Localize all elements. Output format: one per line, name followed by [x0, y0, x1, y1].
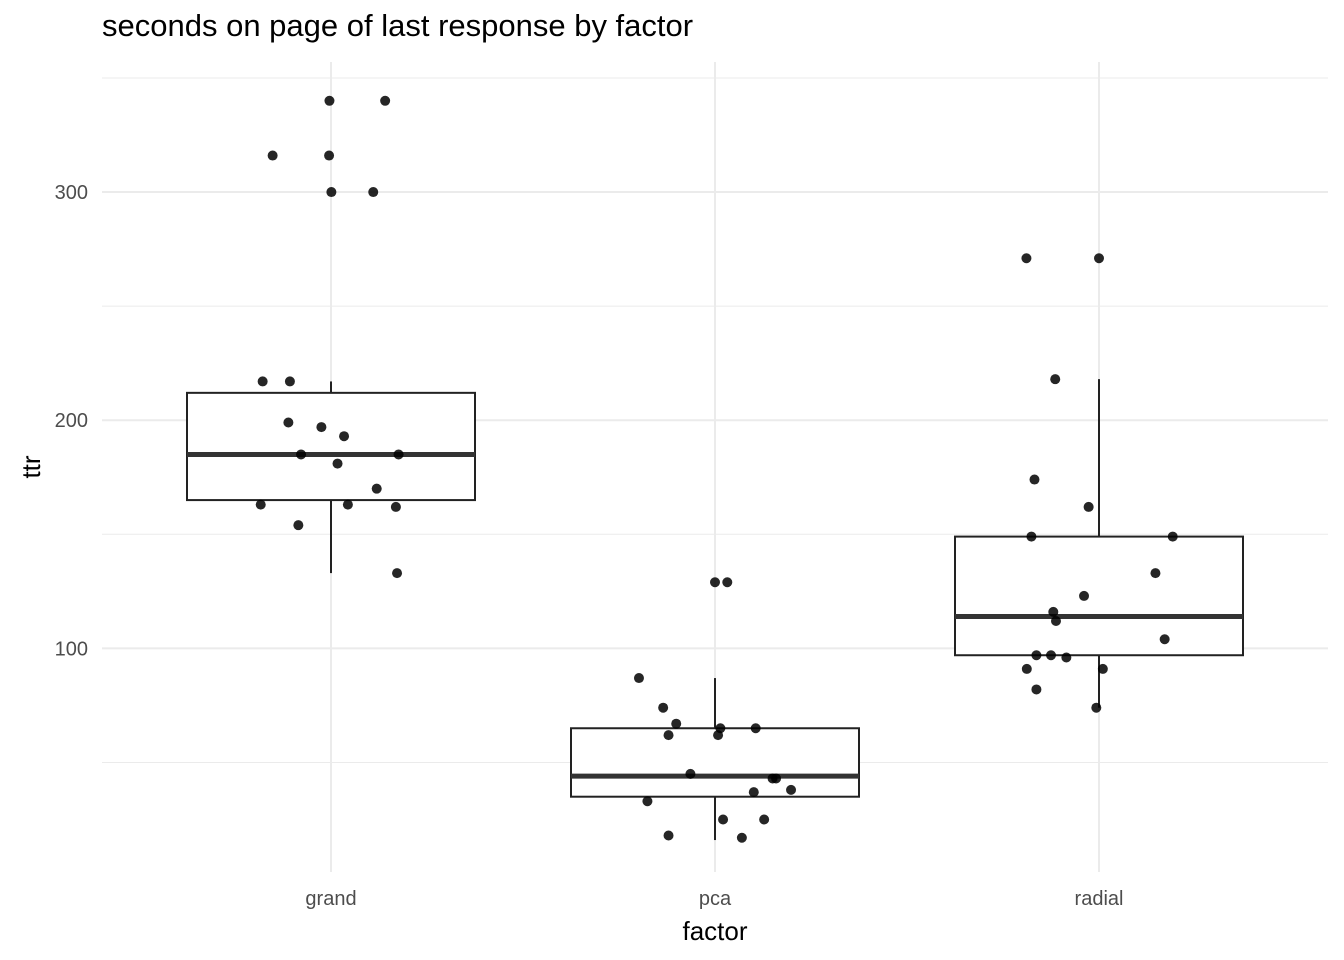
y-tick-label: 100 — [55, 638, 88, 660]
data-point — [1167, 531, 1178, 542]
data-point — [326, 187, 337, 198]
data-point — [1061, 652, 1072, 663]
data-point — [671, 718, 682, 729]
data-point — [658, 702, 669, 713]
box-pca — [570, 727, 860, 798]
data-point — [642, 796, 653, 807]
data-point — [1091, 702, 1102, 713]
x-tick-label: grand — [305, 888, 356, 910]
data-point — [371, 483, 382, 494]
data-point — [267, 150, 278, 161]
data-point — [771, 773, 782, 784]
data-point — [1050, 374, 1061, 385]
data-point — [1029, 474, 1040, 485]
x-axis-title: factor — [682, 916, 747, 946]
data-point — [663, 830, 674, 841]
data-point — [748, 787, 759, 798]
data-point — [750, 723, 761, 734]
x-tick-label: pca — [699, 888, 732, 910]
data-point — [722, 577, 733, 588]
data-point — [663, 730, 674, 741]
x-tick-label: radial — [1075, 888, 1124, 910]
data-point — [1048, 606, 1059, 617]
chart-title: seconds on page of last response by fact… — [102, 8, 694, 43]
data-point — [332, 458, 343, 469]
data-point — [1083, 501, 1094, 512]
data-point — [1031, 684, 1042, 695]
box-grand — [186, 391, 476, 502]
data-point — [736, 832, 747, 843]
data-point — [390, 501, 401, 512]
data-point — [1050, 616, 1061, 627]
data-point — [255, 499, 266, 510]
data-point — [1021, 663, 1032, 674]
data-point — [1150, 568, 1161, 579]
data-point — [1026, 531, 1037, 542]
data-point — [1079, 590, 1090, 601]
data-point — [296, 449, 307, 460]
data-point — [324, 150, 335, 161]
data-point — [342, 499, 353, 510]
data-point — [339, 431, 350, 442]
data-point — [324, 95, 335, 106]
data-point — [685, 768, 696, 779]
box-layer — [186, 379, 1244, 841]
data-point — [368, 187, 379, 198]
data-point — [1094, 253, 1104, 264]
data-point — [380, 95, 391, 106]
data-point — [718, 814, 729, 825]
box-radial — [954, 535, 1244, 657]
data-point — [392, 568, 403, 579]
y-tick-label: 300 — [55, 182, 88, 204]
data-point — [1046, 650, 1056, 661]
data-point — [316, 422, 327, 433]
data-point — [257, 376, 268, 387]
y-tick-label: 200 — [55, 410, 88, 432]
data-point — [283, 417, 294, 428]
data-point — [633, 673, 644, 684]
point-layer — [255, 95, 1178, 843]
data-point — [1021, 253, 1032, 264]
data-point — [759, 814, 770, 825]
data-point — [293, 520, 304, 531]
data-point — [710, 577, 720, 588]
data-point — [1159, 634, 1170, 645]
data-point — [1031, 650, 1042, 661]
tick-labels: 100 200 300 grand pca radial — [55, 182, 1124, 910]
data-point — [786, 784, 797, 795]
data-point — [393, 449, 404, 460]
y-axis-title: ttr — [16, 455, 46, 478]
data-point — [284, 376, 295, 387]
data-point — [713, 730, 724, 741]
data-point — [1097, 663, 1108, 674]
